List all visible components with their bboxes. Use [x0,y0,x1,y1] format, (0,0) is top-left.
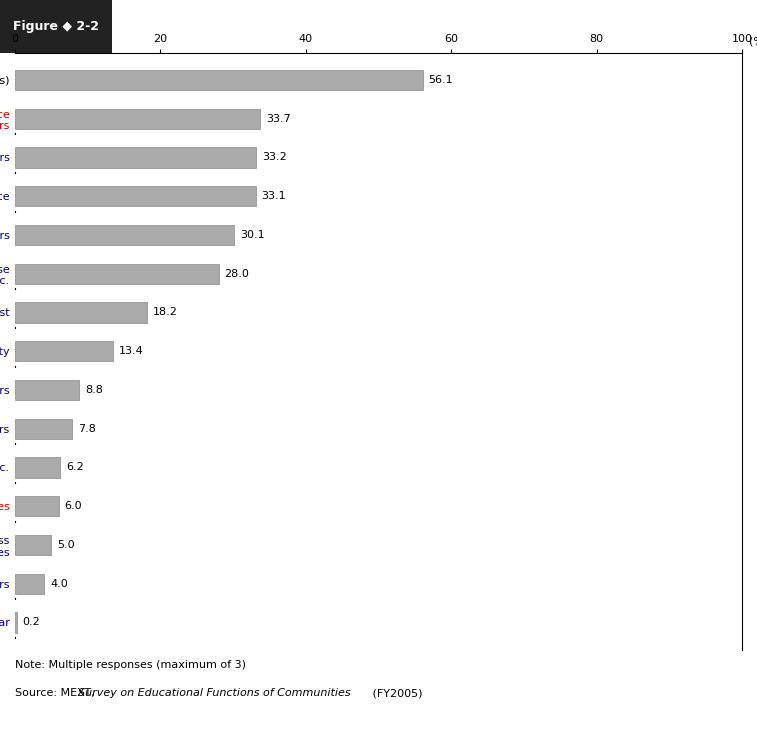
Bar [15,264,219,284]
Text: 33.2: 33.2 [262,153,287,162]
Bar [0,0,112,53]
Text: 6.2: 6.2 [66,462,84,473]
Bar [15,225,234,245]
Text: 8.8: 8.8 [85,385,103,395]
Text: 7.8: 7.8 [78,424,95,434]
Text: 6.0: 6.0 [64,501,83,511]
Bar [15,574,44,594]
Bar [15,70,423,90]
Text: 56.1: 56.1 [428,75,453,85]
Bar [15,341,113,361]
Bar [15,612,17,633]
Bar [15,380,79,400]
Text: Figure ◆ 2-2: Figure ◆ 2-2 [13,20,99,33]
Text: Source: MEXT,: Source: MEXT, [15,688,98,698]
Bar [15,302,148,322]
Text: (%): (%) [749,36,757,46]
Text: 33.1: 33.1 [261,192,286,201]
Text: 18.2: 18.2 [153,308,178,318]
Text: Causes of the downturn in “educational functions of communities”: Causes of the downturn in “educational f… [121,20,515,33]
Text: 5.0: 5.0 [58,540,75,550]
Text: Survey on Educational Functions of Communities: Survey on Educational Functions of Commu… [78,688,350,698]
Bar [15,109,260,128]
Bar [15,496,59,516]
Bar [15,148,257,167]
Bar [15,418,72,439]
Text: 28.0: 28.0 [224,269,249,279]
Bar [15,186,256,206]
Text: Note: Multiple responses (maximum of 3): Note: Multiple responses (maximum of 3) [15,660,246,669]
Text: 4.0: 4.0 [50,578,68,589]
Text: (FY2005): (FY2005) [369,688,423,698]
Text: 33.7: 33.7 [266,114,291,124]
Text: 13.4: 13.4 [118,346,143,356]
Text: 0.2: 0.2 [23,617,40,628]
Text: 30.1: 30.1 [240,230,264,240]
Bar [15,457,61,478]
Bar [15,535,51,555]
